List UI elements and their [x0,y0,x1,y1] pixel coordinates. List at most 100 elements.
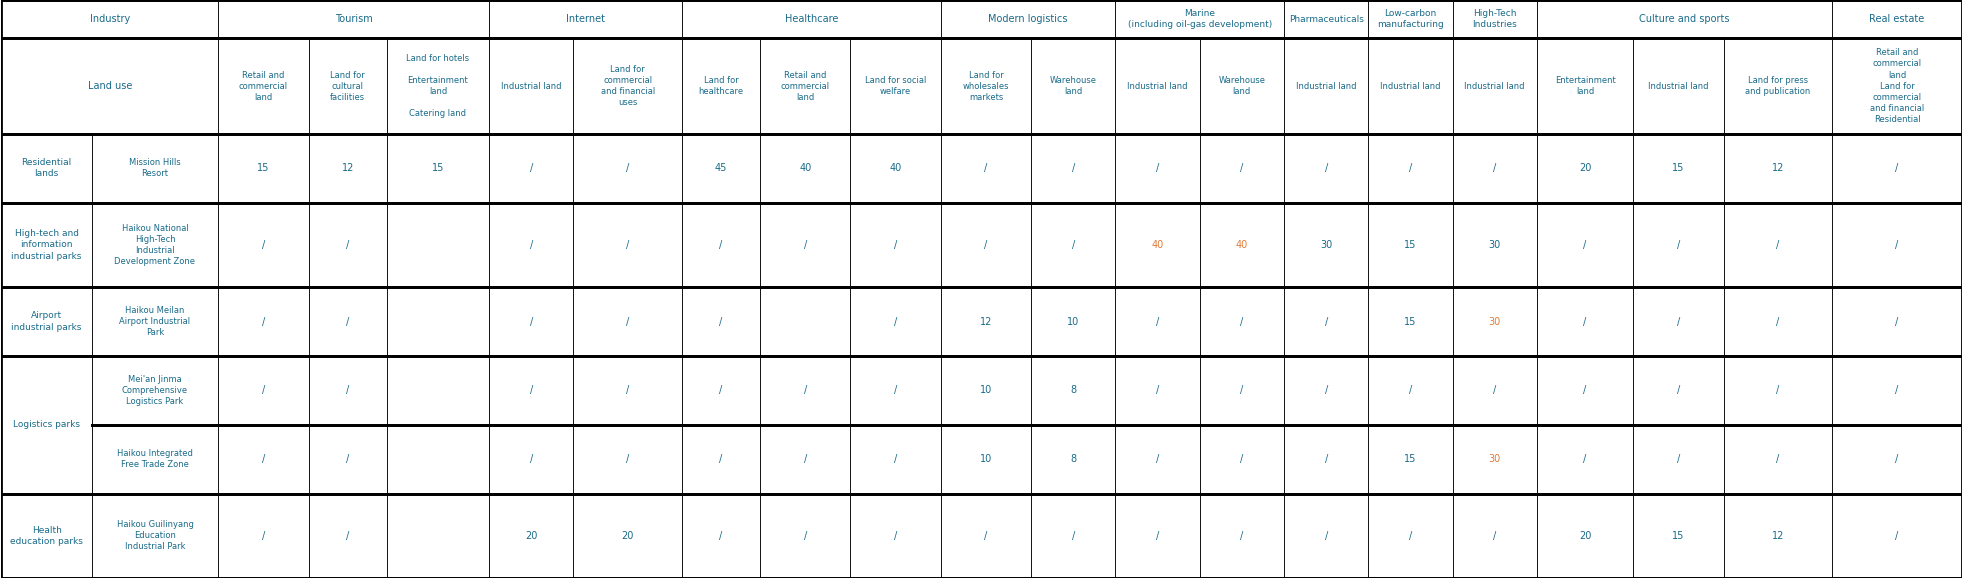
Text: /: / [1156,164,1160,173]
Bar [850,203,940,287]
Bar [1368,425,1452,494]
Text: /: / [1776,240,1780,250]
Bar [1199,356,1283,425]
Text: /: / [1678,454,1679,464]
Bar [2,494,92,578]
Text: /: / [804,386,806,395]
Bar [850,494,940,578]
Bar [1032,356,1114,425]
Bar [489,38,573,134]
Text: Modern logistics: Modern logistics [989,14,1067,24]
Bar [759,425,850,494]
Bar [1032,425,1114,494]
Text: /: / [626,386,630,395]
Text: Haikou National
High-Tech
Industrial
Development Zone: Haikou National High-Tech Industrial Dev… [114,224,196,266]
Bar [1032,287,1114,356]
Bar [1833,0,1962,38]
Bar [387,203,489,287]
Text: /: / [985,240,987,250]
Bar [1536,0,1833,38]
Bar [683,425,759,494]
Text: /: / [804,531,806,541]
Bar [573,287,683,356]
Bar [1833,287,1962,356]
Bar [940,38,1032,134]
Text: Industrial land: Industrial land [1295,81,1356,91]
Text: Low-carbon
manufacturing: Low-carbon manufacturing [1377,9,1444,29]
Text: /: / [1493,531,1497,541]
Text: 12: 12 [341,164,353,173]
Text: /: / [1583,240,1587,250]
Text: 30: 30 [1489,454,1501,464]
Text: Haikou Guilinyang
Education
Industrial Park: Haikou Guilinyang Education Industrial P… [116,520,194,551]
Text: /: / [1895,386,1899,395]
Bar [1723,425,1833,494]
Text: Industrial land: Industrial land [1648,81,1709,91]
Text: Mission Hills
Resort: Mission Hills Resort [129,158,181,179]
Bar [1199,425,1283,494]
Text: /: / [1678,317,1679,327]
Text: /: / [1583,454,1587,464]
Bar [573,38,683,134]
Text: /: / [1776,454,1780,464]
Text: /: / [345,386,349,395]
Bar [92,203,218,287]
Text: /: / [1776,317,1780,327]
Text: /: / [1324,386,1328,395]
Bar [387,287,489,356]
Text: /: / [626,164,630,173]
Bar [1452,287,1536,356]
Bar [2,356,92,494]
Text: /: / [261,454,265,464]
Text: High-Tech
Industries: High-Tech Industries [1472,9,1517,29]
Text: 20: 20 [1579,531,1591,541]
Bar [683,356,759,425]
Text: /: / [804,240,806,250]
Bar [1114,494,1199,578]
Text: Industrial land: Industrial land [1379,81,1440,91]
Bar [1632,494,1723,578]
Text: /: / [1493,386,1497,395]
Bar [1723,203,1833,287]
Bar [1032,203,1114,287]
Bar [387,38,489,134]
Text: 40: 40 [799,164,812,173]
Bar [759,356,850,425]
Text: 15: 15 [257,164,269,173]
Bar [940,287,1032,356]
Bar [1632,134,1723,203]
Text: 10: 10 [979,386,993,395]
Text: /: / [1895,454,1899,464]
Text: /: / [720,454,722,464]
Bar [940,356,1032,425]
Text: 30: 30 [1489,240,1501,250]
Text: Entertainment
land: Entertainment land [1554,76,1615,96]
Text: /: / [1493,164,1497,173]
Bar [308,134,387,203]
Bar [759,134,850,203]
Text: /: / [1156,317,1160,327]
Bar [573,425,683,494]
Bar [759,203,850,287]
Bar [1283,0,1368,38]
Text: /: / [530,317,534,327]
Text: /: / [530,454,534,464]
Bar [1283,134,1368,203]
Text: /: / [895,454,897,464]
Text: /: / [1324,317,1328,327]
Bar [1632,38,1723,134]
Bar [489,203,573,287]
Text: Mei'an Jinma
Comprehensive
Logistics Park: Mei'an Jinma Comprehensive Logistics Par… [122,375,188,406]
Bar [218,287,308,356]
Text: 10: 10 [1067,317,1079,327]
Text: Land for
cultural
facilities: Land for cultural facilities [330,71,365,102]
Bar [683,0,940,38]
Text: 20: 20 [526,531,538,541]
Text: Culture and sports: Culture and sports [1638,14,1730,24]
Text: Residential
lands: Residential lands [22,158,73,179]
Bar [1199,494,1283,578]
Text: 20: 20 [1579,164,1591,173]
Text: /: / [261,531,265,541]
Text: Haikou Integrated
Free Trade Zone: Haikou Integrated Free Trade Zone [118,449,192,469]
Bar [1536,494,1632,578]
